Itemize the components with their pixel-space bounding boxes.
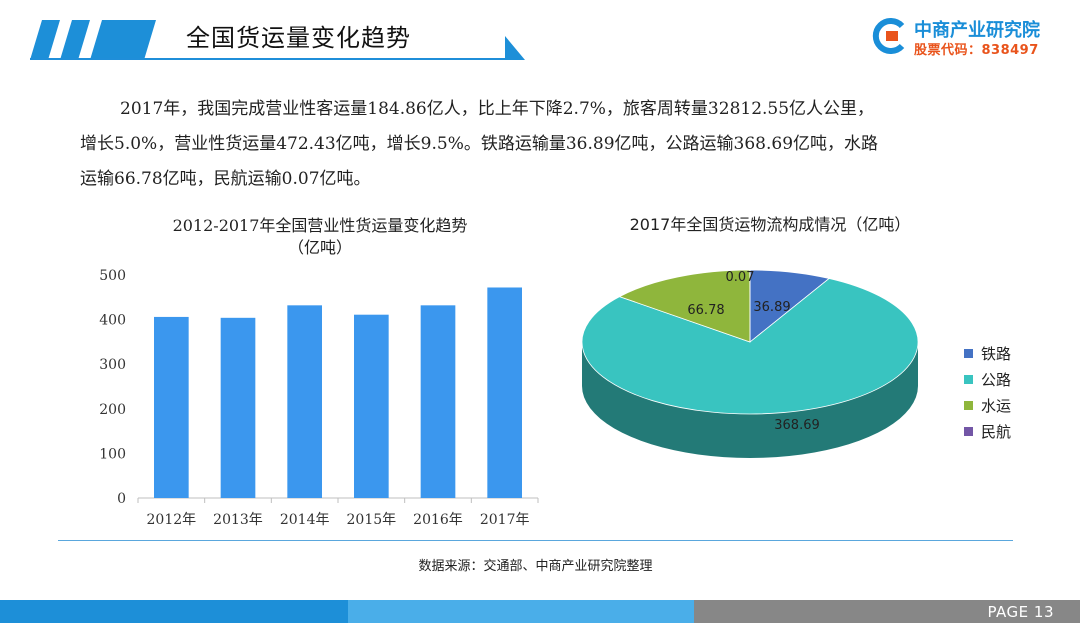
intro-line-3: 运输66.78亿吨，民航运输0.07亿吨。 xyxy=(80,169,371,189)
intro-line-2: 增长5.0%，营业性货运量472.43亿吨，增长9.5%。铁路运输量36.89亿… xyxy=(80,134,879,154)
legend-item: 公路 xyxy=(964,366,1044,392)
legend-swatch xyxy=(964,348,973,358)
logo-company-name: 中商产业研究院 xyxy=(914,20,1040,41)
bar xyxy=(420,305,456,498)
logo-stock-code: 股票代码：838497 xyxy=(914,43,1039,58)
x-tick-label: 2013年 xyxy=(213,512,263,528)
y-tick-label: 0 xyxy=(117,491,126,507)
y-tick-label: 500 xyxy=(99,268,126,284)
pie-data-label: 0.07 xyxy=(726,270,755,285)
legend-item: 水运 xyxy=(964,392,1044,418)
bar xyxy=(287,305,322,498)
legend-item: 铁路 xyxy=(964,340,1044,366)
legend-label: 民航 xyxy=(981,422,1012,441)
pie-data-label: 66.78 xyxy=(687,303,724,318)
bar xyxy=(154,316,189,498)
pie-slice xyxy=(618,269,751,343)
bar-chart-title-text: 2012-2017年全国营业性货运量变化趋势 xyxy=(172,216,468,235)
legend-swatch xyxy=(964,374,973,384)
page-number: PAGE 13 xyxy=(987,603,1054,621)
y-tick-label: 200 xyxy=(99,402,126,418)
pie-slice-side xyxy=(582,342,918,458)
intro-line-1: 2017年，我国完成营业性客运量184.86亿人，比上年下降2.7%，旅客周转量… xyxy=(120,99,875,119)
y-tick-label: 100 xyxy=(99,446,126,462)
legend-swatch xyxy=(964,400,973,410)
legend-label: 公路 xyxy=(981,370,1012,389)
logo-c-icon xyxy=(872,18,905,54)
footer-bar-segment-3 xyxy=(694,600,1080,623)
page-title: 全国货运量变化趋势 xyxy=(186,24,411,52)
legend-swatch xyxy=(964,426,973,436)
bar-chart-title: 2012-2017年全国营业性货运量变化趋势 （亿吨） xyxy=(130,215,510,259)
source-divider xyxy=(58,540,1013,541)
x-tick-label: 2014年 xyxy=(280,512,330,528)
company-logo: 中商产业研究院 股票代码：838497 xyxy=(872,14,1052,60)
legend-label: 水运 xyxy=(981,396,1012,415)
x-tick-label: 2015年 xyxy=(347,512,397,528)
x-tick-label: 2016年 xyxy=(413,512,463,528)
header-underline xyxy=(30,58,520,60)
y-tick-label: 400 xyxy=(99,313,126,329)
data-source-note: 数据来源：交通部、中商产业研究院整理 xyxy=(418,559,653,574)
bar-chart-unit: （亿吨） xyxy=(287,238,352,257)
pie-data-label: 36.89 xyxy=(753,300,790,315)
footer-bar-segment-1 xyxy=(0,600,348,623)
x-tick-label: 2012年 xyxy=(147,512,197,528)
footer-bar xyxy=(0,600,1080,623)
pie-chart: 36.89 368.69 66.78 0.07 xyxy=(581,269,919,458)
bar-chart: 0 100 200 300 400 500 2012年 2013年 2014年 2015年 2016… xyxy=(99,268,539,528)
pie-chart-title: 2017年全国货运物流构成情况（亿吨） xyxy=(629,215,911,234)
header-stripes-decoration xyxy=(30,20,156,60)
bar xyxy=(354,314,389,498)
y-tick-label: 300 xyxy=(99,357,126,373)
bar xyxy=(220,317,256,498)
bar xyxy=(487,287,522,498)
intro-paragraph: 2017年，我国完成营业性客运量184.86亿人，比上年下降2.7%，旅客周转量… xyxy=(80,92,1020,197)
x-tick-label: 2017年 xyxy=(480,512,530,528)
footer-bar-segment-2 xyxy=(348,600,694,623)
legend-label: 铁路 xyxy=(981,344,1012,363)
pie-legend: 铁路 公路 水运 民航 xyxy=(964,340,1044,444)
header-triangle-decoration xyxy=(505,36,525,60)
pie-data-label: 368.69 xyxy=(774,418,820,433)
pie-slice xyxy=(581,278,919,415)
legend-item: 民航 xyxy=(964,418,1044,444)
